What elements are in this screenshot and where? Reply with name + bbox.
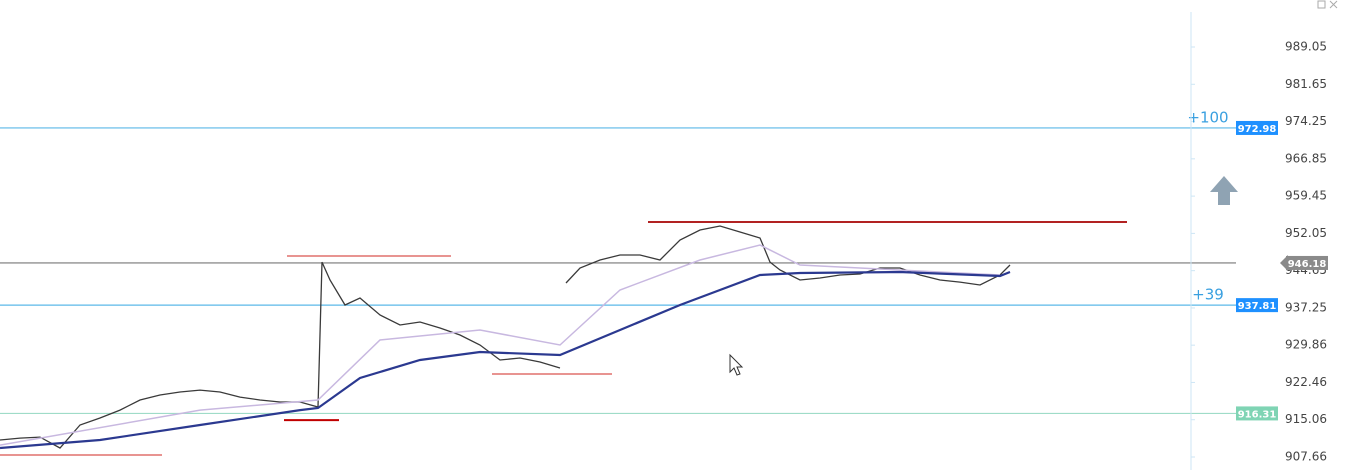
price-box bbox=[1286, 255, 1328, 270]
price-box-label: 972.98 bbox=[1238, 124, 1277, 135]
price-box-label: 946.18 bbox=[1288, 259, 1327, 270]
y-tick-label: 966.85 bbox=[1285, 151, 1327, 165]
y-tick-label: 974.25 bbox=[1285, 114, 1327, 128]
y-tick-label: 937.25 bbox=[1285, 300, 1327, 314]
series-line bbox=[0, 225, 1011, 449]
price-box bbox=[1236, 406, 1278, 421]
close-button[interactable] bbox=[1329, 0, 1338, 9]
price-box-label: 937.81 bbox=[1238, 301, 1277, 312]
y-tick-label: 981.65 bbox=[1285, 77, 1327, 91]
y-tick-label: 952.05 bbox=[1285, 226, 1327, 240]
offset-label: +100 bbox=[1187, 108, 1228, 126]
minimize-button[interactable] bbox=[1317, 0, 1326, 9]
y-tick-label: 959.45 bbox=[1285, 189, 1327, 203]
window-buttons[interactable] bbox=[1317, 0, 1338, 9]
offset-label: +39 bbox=[1192, 286, 1224, 304]
up-arrow-icon[interactable] bbox=[1210, 176, 1238, 205]
series-line bbox=[0, 270, 1011, 450]
y-tick-label: 989.05 bbox=[1285, 40, 1327, 54]
price-box bbox=[1236, 120, 1278, 135]
y-tick-label: 922.46 bbox=[1285, 375, 1327, 389]
price-box bbox=[1236, 298, 1278, 313]
price-box-label: 916.31 bbox=[1238, 409, 1277, 420]
y-tick-label: 907.66 bbox=[1285, 450, 1327, 464]
y-tick-label: 915.06 bbox=[1285, 412, 1327, 426]
y-tick-label: 929.86 bbox=[1285, 338, 1327, 352]
series-line bbox=[0, 244, 1001, 446]
plot: 989.05981.65974.25966.85959.45952.05944.… bbox=[0, 40, 1328, 464]
mouse-cursor bbox=[729, 353, 744, 376]
